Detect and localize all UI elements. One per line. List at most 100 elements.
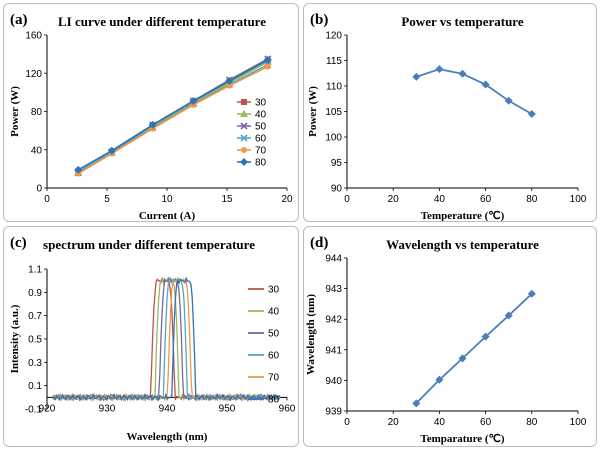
x-tick-label: 940: [159, 403, 176, 414]
legend-label: 30: [255, 98, 267, 109]
data-point: [527, 289, 536, 298]
data-point: [263, 55, 272, 64]
x-tick-label: 15: [221, 194, 233, 205]
panel-label: (d): [310, 235, 328, 251]
legend-label: 30: [268, 285, 280, 296]
data-point: [481, 80, 490, 89]
legend-label: 60: [268, 351, 280, 362]
data-point: [148, 120, 157, 129]
x-tick-label: 10: [161, 194, 173, 205]
y-tick-label: 0: [36, 184, 42, 195]
x-tick-label: 20: [388, 194, 400, 205]
x-tick-label: 40: [434, 194, 446, 205]
panel-d: (d) Wavelength vs temperature 939 940 941 942…: [303, 226, 597, 447]
spectrum-line-80: [52, 276, 281, 402]
x-tick-label: 40: [434, 417, 446, 428]
data-point: [504, 311, 513, 320]
data-point: [107, 146, 116, 155]
panel-label: (b): [310, 12, 328, 28]
x-tick-label: 0: [44, 194, 50, 205]
series-line-70: [77, 65, 269, 175]
y-tick-label: 105: [325, 107, 342, 118]
data-point: [504, 96, 513, 105]
y-tick-label: 940: [325, 376, 342, 387]
y-tick-label: 941: [325, 345, 342, 356]
series-line-60: [77, 63, 269, 173]
x-tick-label: 5: [104, 194, 110, 205]
y-tick-label: 80: [31, 107, 43, 118]
data-point: [435, 65, 444, 74]
y-tick-label: 110: [326, 82, 342, 93]
legend-marker: [241, 99, 247, 105]
y-tick-label: 0.3: [28, 358, 42, 369]
y-tick-label: 0.7: [28, 311, 42, 322]
y-tick-label: 100: [325, 133, 342, 144]
y-tick-label: 1.1: [28, 265, 42, 276]
spectrum-line-40: [52, 277, 281, 402]
y-tick-label: 115: [326, 56, 342, 67]
legend-label: 60: [255, 134, 267, 145]
legend-label: 50: [268, 329, 280, 340]
data-point: [264, 63, 271, 70]
chart-title: Wavelength vs temperature: [386, 237, 539, 252]
legend-label: 80: [255, 158, 267, 169]
y-tick-label: 160: [25, 31, 42, 42]
series-line: [415, 293, 533, 404]
y-tick-label: 943: [325, 284, 342, 295]
x-tick-label: 0: [344, 194, 350, 205]
y-tick-label: 944: [325, 254, 342, 265]
y-tick-label: 0.1: [28, 381, 42, 392]
legend-marker: [241, 147, 247, 153]
data-point: [435, 375, 444, 384]
y-axis-label: Power (W): [307, 86, 319, 137]
y-tick-label: 120: [325, 31, 342, 42]
series-line: [416, 68, 533, 115]
legend-label: 50: [255, 122, 267, 133]
x-axis-label: Current (A): [139, 210, 196, 222]
legend-marker: [240, 122, 248, 130]
data-point: [458, 354, 467, 363]
spectrum-line-30: [52, 276, 281, 402]
data-point: [226, 82, 233, 89]
data-point: [412, 72, 421, 81]
x-tick-label: 20: [388, 417, 400, 428]
legend-marker: [240, 110, 248, 117]
x-tick-label: 960: [279, 403, 296, 414]
x-axis-label: Wavelength (nm): [127, 431, 208, 443]
y-tick-label: 942: [325, 315, 342, 326]
panel-a: (a) LI curve under different temperature 0…: [3, 3, 299, 222]
y-tick-label: 120: [25, 69, 42, 80]
data-point: [74, 165, 83, 174]
y-tick-label: 0.5: [28, 335, 42, 346]
y-tick-label: 90: [331, 184, 343, 195]
y-tick-label: 95: [331, 158, 343, 169]
x-tick-label: 100: [570, 417, 587, 428]
x-tick-label: 0: [344, 417, 350, 428]
series-line-80: [77, 59, 269, 171]
legend-label: 40: [255, 110, 267, 121]
x-tick-label: 930: [99, 403, 116, 414]
x-tick-label: 80: [526, 417, 538, 428]
legend-label: 70: [268, 373, 280, 384]
x-axis-label: Temparature (℃): [420, 433, 504, 445]
data-point: [527, 110, 536, 119]
x-tick-label: 20: [281, 194, 293, 205]
panel-label: (a): [10, 12, 28, 28]
data-point: [225, 76, 234, 85]
data-point: [189, 96, 198, 105]
y-tick-label: 0.9: [28, 288, 42, 299]
legend-label: 80: [268, 395, 280, 406]
legend-marker: [240, 158, 248, 166]
y-axis-label: Power (W): [9, 86, 21, 137]
y-axis-label: Intensity (a.u.): [9, 304, 21, 373]
legend-label: 70: [255, 146, 267, 157]
panel-b: (b) Power vs temperature 90 95 100 105 110 115 1…: [303, 3, 597, 222]
data-point: [481, 332, 490, 341]
x-axis-label: Temperature (℃): [421, 210, 505, 222]
y-tick-label: 939: [325, 407, 342, 418]
x-tick-label: 60: [480, 194, 492, 205]
panel-c: (c) spectrum under different temperature -…: [3, 226, 299, 447]
x-tick-label: 60: [480, 417, 492, 428]
chart-title: LI curve under different temperature: [58, 14, 266, 29]
x-tick-label: 100: [570, 194, 587, 205]
